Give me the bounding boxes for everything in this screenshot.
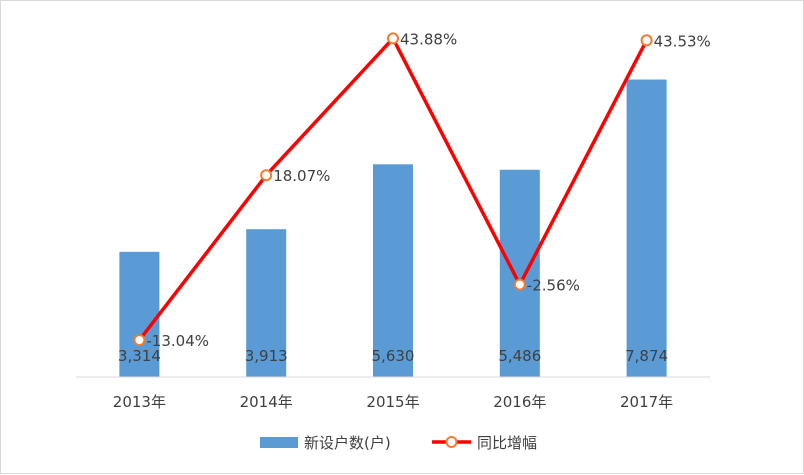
growth-labels-group: -13.04% 18.07% 43.88% -2.56% 43.53% [146,30,710,350]
growth-marker-4 [640,34,653,47]
bar-0 [119,251,160,377]
growth-marker-1 [260,169,273,182]
legend-bar-swatch [260,437,298,448]
growth-marker-2 [387,32,399,45]
bars-group [119,79,667,377]
growth-marker-3 [513,278,526,291]
legend-bar-label: 新设户数(户) [304,434,391,452]
bar-3 [499,169,540,377]
bar-value-label-3: 5,486 [498,347,541,365]
x-tick-label-1: 2014年 [240,393,293,411]
growth-markers-group [133,32,653,347]
x-tick-labels-group: 2013年 2014年 2015年 2016年 2017年 [113,393,673,411]
bar-2 [373,164,413,377]
legend: 新设户数(户) 同比增幅 [260,434,537,452]
bar-4 [626,79,667,377]
growth-value-label-0: -13.04% [146,332,209,350]
growth-marker-0 [133,334,146,347]
legend-line-label: 同比增幅 [477,434,537,452]
x-tick-label-0: 2013年 [113,393,166,411]
bar-1 [246,229,287,377]
bar-value-label-1: 3,913 [245,347,288,365]
growth-value-label-4: 43.53% [654,32,711,50]
x-tick-label-3: 2016年 [493,393,546,411]
growth-value-label-3: -2.56% [527,277,580,295]
growth-value-label-2: 43.88% [400,30,457,48]
growth-value-label-1: 18.07% [273,167,330,185]
legend-line-marker [445,436,458,448]
bar-value-label-0: 3,314 [118,347,161,365]
x-tick-label-2: 2015年 [366,393,419,411]
bar-value-label-2: 5,630 [372,347,415,365]
bar-labels-group: 3,314 3,913 5,630 5,486 7,874 [118,347,668,365]
bar-value-label-4: 7,874 [625,347,668,365]
x-tick-label-4: 2017年 [620,393,673,411]
